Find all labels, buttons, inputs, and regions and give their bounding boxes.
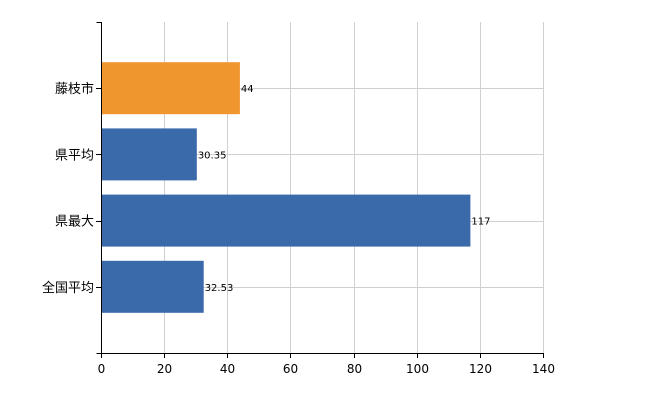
x-tick-label: 40	[220, 362, 235, 376]
bar-4	[102, 260, 204, 313]
data-label: 30.35	[198, 150, 227, 161]
data-label: 117	[471, 217, 490, 228]
x-tick-label: 140	[532, 362, 555, 376]
bar-3	[102, 194, 471, 247]
bar-layer	[102, 62, 471, 313]
category-label: 県最大	[55, 215, 94, 230]
x-tick-label: 20	[157, 362, 172, 376]
bar-2	[102, 128, 197, 181]
category-label: 県平均	[55, 148, 94, 163]
category-label: 全国平均	[42, 280, 94, 296]
data-label: 32.53	[205, 283, 234, 294]
bar-1	[102, 62, 240, 115]
x-tick-label: 0	[98, 362, 106, 376]
x-tick-label: 120	[469, 362, 492, 376]
x-tick-label: 100	[406, 362, 429, 376]
x-tick-label: 60	[283, 362, 298, 376]
axis-layer	[96, 22, 544, 358]
x-tick-label: 80	[347, 362, 362, 376]
category-label: 藤枝市	[55, 81, 94, 97]
data-label: 44	[241, 84, 254, 95]
label-layer: 0 20 40 60 80 100 120 140 44 藤枝市 30.35 県平均 117 県最大 32.…	[42, 81, 555, 376]
